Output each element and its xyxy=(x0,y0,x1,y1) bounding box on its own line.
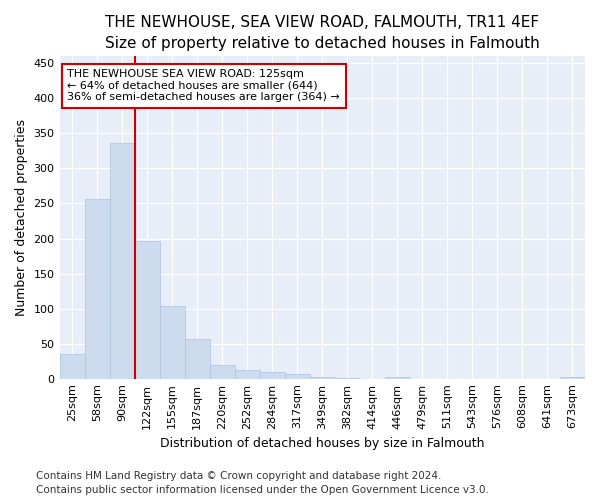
Text: THE NEWHOUSE SEA VIEW ROAD: 125sqm
← 64% of detached houses are smaller (644)
36: THE NEWHOUSE SEA VIEW ROAD: 125sqm ← 64%… xyxy=(67,69,340,102)
Bar xyxy=(285,374,310,378)
Bar xyxy=(59,354,85,378)
Bar xyxy=(310,376,335,378)
Bar xyxy=(185,338,209,378)
Title: THE NEWHOUSE, SEA VIEW ROAD, FALMOUTH, TR11 4EF
Size of property relative to det: THE NEWHOUSE, SEA VIEW ROAD, FALMOUTH, T… xyxy=(105,15,539,51)
Bar xyxy=(160,306,185,378)
Bar xyxy=(134,240,160,378)
Bar xyxy=(385,376,410,378)
Y-axis label: Number of detached properties: Number of detached properties xyxy=(15,119,28,316)
Bar xyxy=(85,198,110,378)
Bar xyxy=(235,370,260,378)
X-axis label: Distribution of detached houses by size in Falmouth: Distribution of detached houses by size … xyxy=(160,437,485,450)
Text: Contains HM Land Registry data © Crown copyright and database right 2024.
Contai: Contains HM Land Registry data © Crown c… xyxy=(36,471,489,495)
Bar xyxy=(110,143,134,378)
Bar xyxy=(209,364,235,378)
Bar xyxy=(260,372,285,378)
